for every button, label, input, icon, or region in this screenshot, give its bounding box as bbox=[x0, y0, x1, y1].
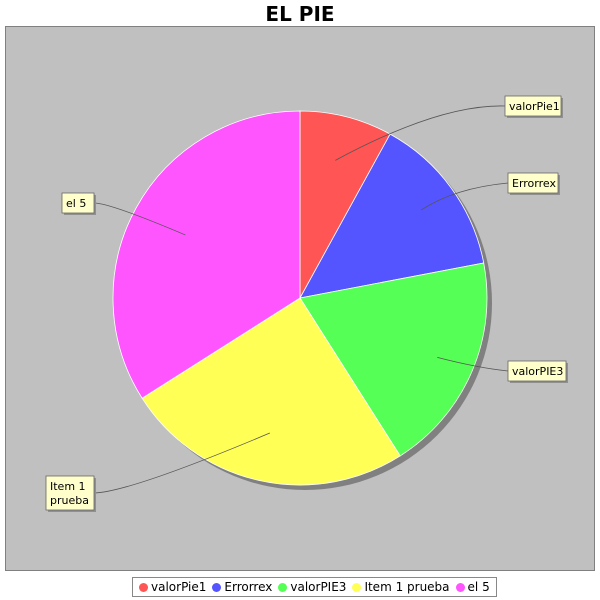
callout-text: prueba bbox=[50, 494, 89, 507]
callout-box bbox=[45, 475, 95, 511]
legend-label: valorPIE3 bbox=[290, 580, 347, 594]
callout-label-4: el 5 bbox=[61, 192, 96, 215]
leader-line-1 bbox=[420, 182, 509, 211]
legend-swatch bbox=[455, 582, 465, 592]
chart-title: EL PIE bbox=[265, 2, 335, 26]
legend-label: Errorrex bbox=[224, 580, 273, 594]
callout-box bbox=[504, 95, 562, 117]
legend-swatch bbox=[212, 582, 222, 592]
leader-line-0 bbox=[335, 105, 506, 161]
callout-box bbox=[507, 360, 567, 382]
legend-item-0: valorPie1 bbox=[139, 580, 206, 594]
legend-swatch bbox=[139, 582, 148, 592]
pie-slice-1 bbox=[299, 133, 485, 299]
leader-line-4 bbox=[93, 202, 186, 236]
legend-item-2: valorPIE3 bbox=[278, 580, 346, 594]
callout-text: valorPIE3 bbox=[512, 365, 563, 378]
pie-slices bbox=[112, 110, 488, 486]
callout-box bbox=[61, 192, 95, 214]
callout-text: valorPie1 bbox=[509, 100, 560, 113]
legend-label: el 5 bbox=[467, 580, 490, 594]
callout-box bbox=[507, 172, 559, 194]
legend-swatch bbox=[352, 582, 362, 592]
legend-label: Item 1 prueba bbox=[364, 580, 450, 594]
legend-item-4: el 5 bbox=[455, 580, 490, 594]
callout-text: Item 1 bbox=[50, 480, 86, 493]
legend-swatch bbox=[278, 582, 288, 592]
legend-item-1: Errorrex bbox=[212, 580, 272, 594]
leader-line-3 bbox=[93, 432, 270, 494]
callout-label-0: valorPie1 bbox=[504, 95, 563, 118]
pie-slice-4 bbox=[112, 110, 301, 399]
leader-lines bbox=[93, 105, 509, 494]
legend-label: valorPie1 bbox=[151, 580, 207, 594]
callout-text: el 5 bbox=[66, 197, 86, 210]
pie-slice-0 bbox=[299, 110, 391, 299]
pie-slice-2 bbox=[299, 262, 488, 457]
leader-line-2 bbox=[437, 357, 509, 372]
pie-slice-3 bbox=[141, 297, 401, 486]
callout-text: Errorrex bbox=[512, 177, 556, 190]
callout-label-2: valorPIE3 bbox=[507, 360, 568, 383]
legend: valorPie1 Errorrex valorPIE3 Item 1 prueba e… bbox=[132, 577, 497, 597]
callout-label-1: Errorrex bbox=[507, 172, 560, 195]
legend-item-3: Item 1 prueba bbox=[352, 580, 450, 594]
